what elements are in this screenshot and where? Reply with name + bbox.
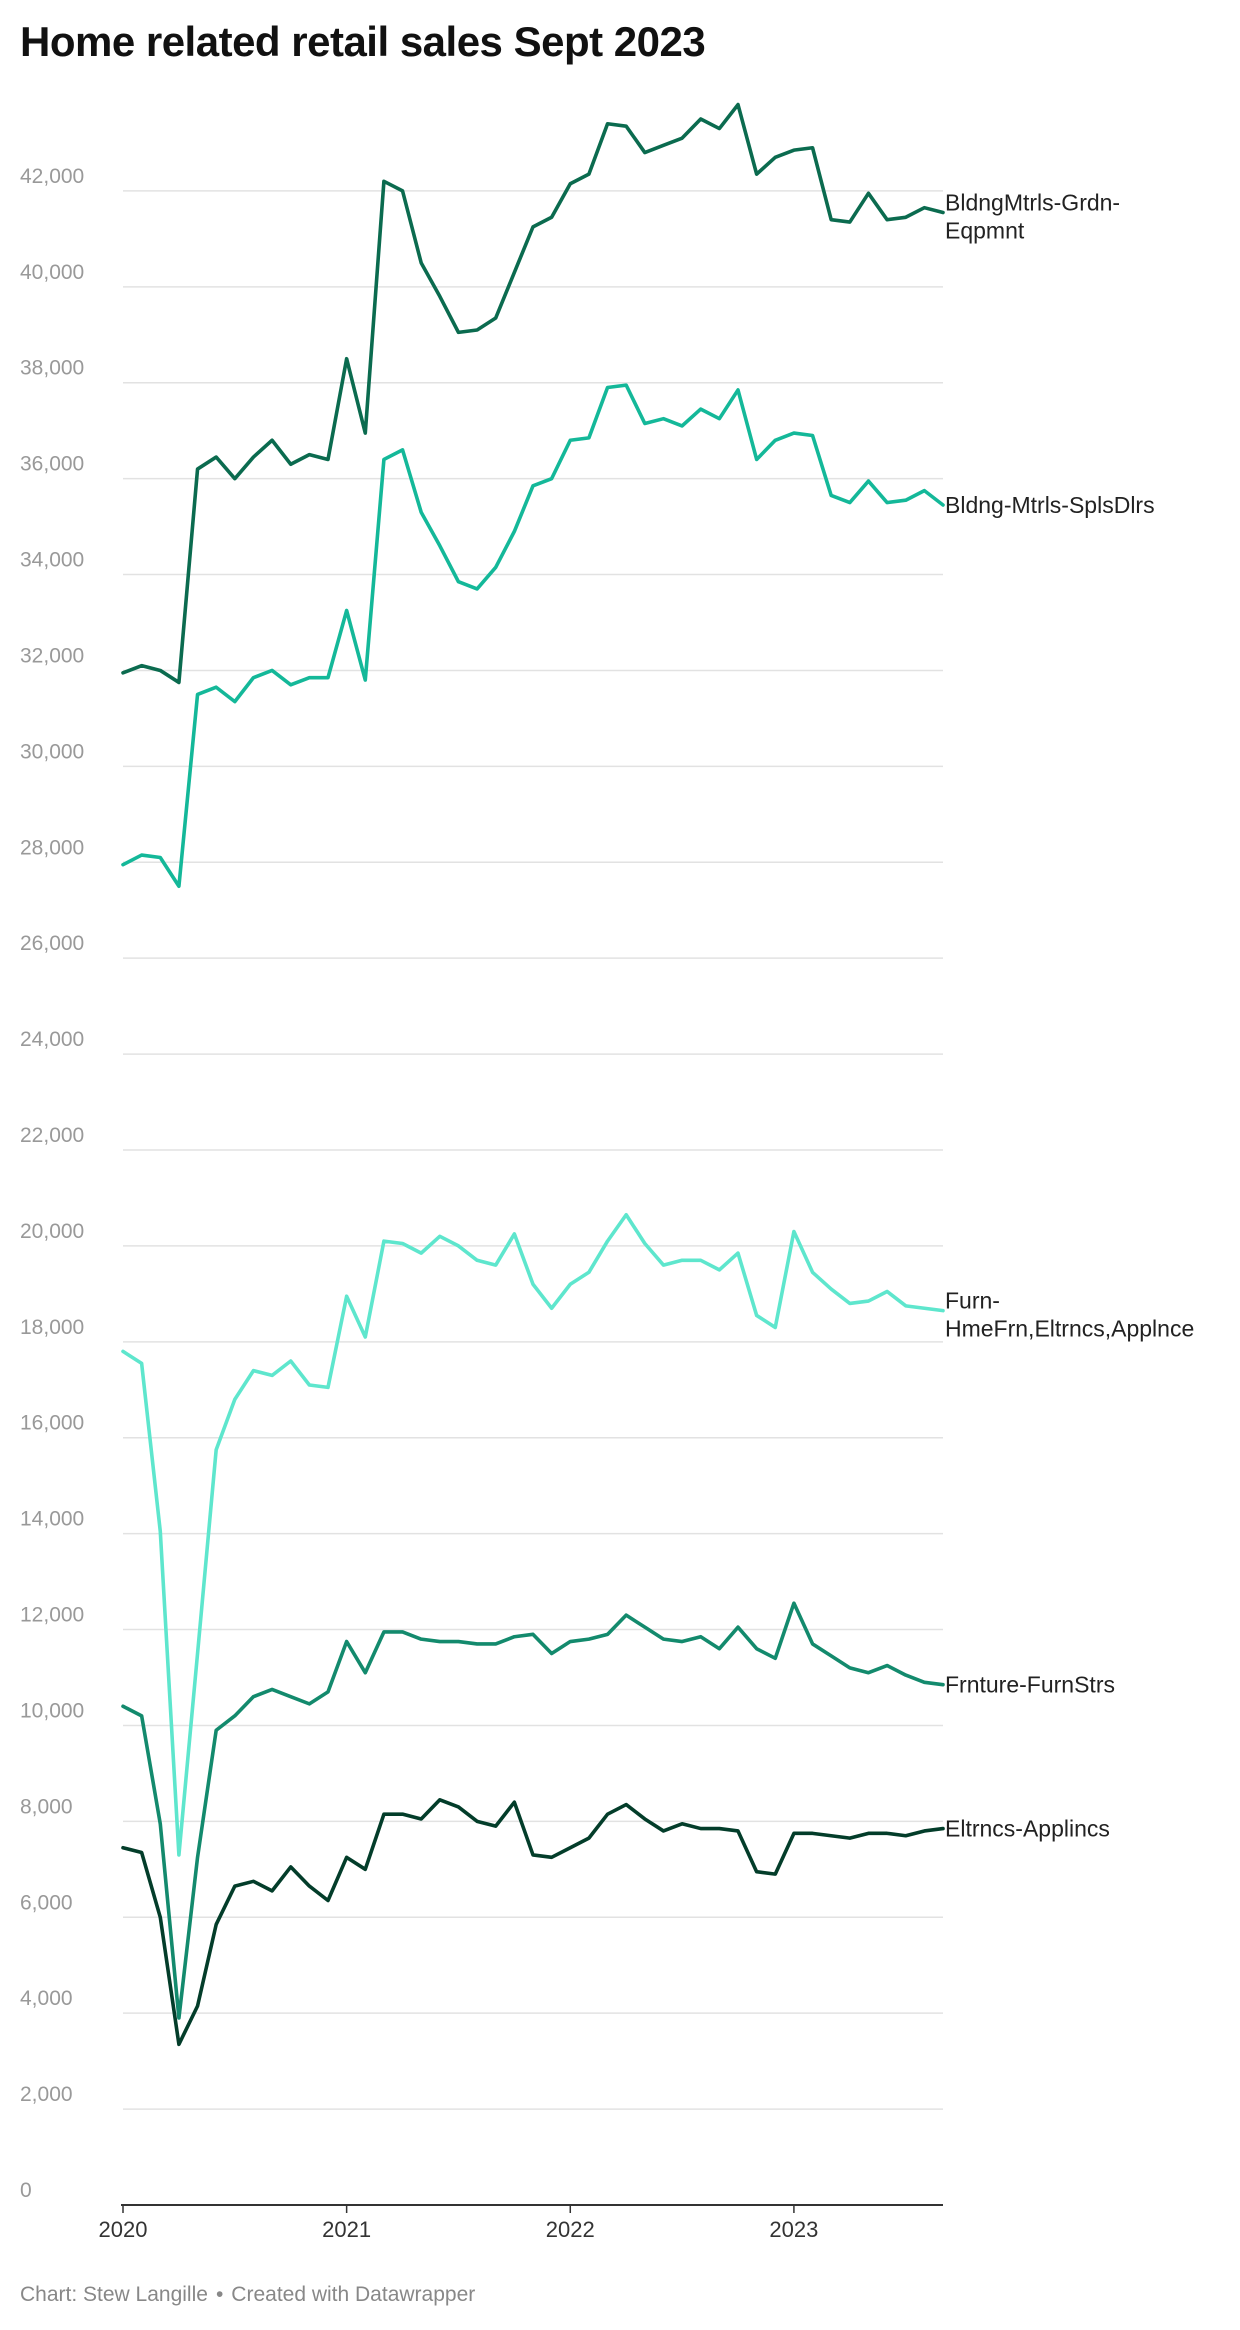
series-label-4: Eltrncs-Applincs bbox=[945, 1816, 1110, 1842]
x-tick-label: 2020 bbox=[99, 2217, 148, 2242]
x-tick-label: 2021 bbox=[322, 2217, 371, 2242]
y-tick-label: 16,000 bbox=[20, 1412, 84, 1435]
y-tick-label: 36,000 bbox=[20, 453, 84, 476]
series-label-line: Eltrncs-Applincs bbox=[945, 1816, 1110, 1842]
x-tick-label: 2023 bbox=[769, 2217, 818, 2242]
chart-footer: Chart: Stew Langille • Created with Datawr… bbox=[20, 2283, 475, 2307]
y-tick-label: 28,000 bbox=[20, 836, 84, 859]
y-tick-label: 10,000 bbox=[20, 1699, 84, 1722]
y-tick-label: 30,000 bbox=[20, 740, 84, 763]
footer-credit: Created with Datawrapper bbox=[231, 2283, 476, 2306]
y-tick-label: 40,000 bbox=[20, 261, 84, 284]
y-tick-label: 24,000 bbox=[20, 1028, 84, 1051]
series-labels: BldngMtrls-Grdn-Eqpmnt Bldng-Mtrls-SplsDl… bbox=[945, 189, 1194, 1841]
y-tick-label: 34,000 bbox=[20, 549, 84, 572]
y-tick-label: 22,000 bbox=[20, 1124, 84, 1147]
y-tick-label: 32,000 bbox=[20, 644, 84, 667]
series-line-0 bbox=[121, 102, 945, 685]
series-label-0: BldngMtrls-Grdn-Eqpmnt bbox=[945, 189, 1120, 243]
series-label-line: Frnture-FurnStrs bbox=[945, 1672, 1115, 1698]
series-lines bbox=[121, 102, 945, 2047]
footer-source: Chart: Stew Langille bbox=[20, 2283, 208, 2306]
y-tick-label: 0 bbox=[20, 2179, 32, 2202]
series-label-line: Eqpmnt bbox=[945, 217, 1025, 243]
y-tick-label: 20,000 bbox=[20, 1220, 84, 1243]
series-label-line: Bldng-Mtrls-SplsDlrs bbox=[945, 492, 1155, 518]
series-label-1: Bldng-Mtrls-SplsDlrs bbox=[945, 492, 1155, 518]
series-label-2: Furn-HmeFrn,Eltrncs,Applnce bbox=[945, 1288, 1194, 1342]
series-line-4 bbox=[121, 1797, 945, 2047]
series-line-2 bbox=[121, 1212, 945, 1857]
y-tick-label: 12,000 bbox=[20, 1604, 84, 1627]
footer-separator: • bbox=[215, 2283, 224, 2306]
x-tick-label: 2022 bbox=[546, 2217, 595, 2242]
axes: 0 2,000 4,000 6,000 8,000 10,000 12,000 14,000 1… bbox=[20, 165, 943, 2242]
series-line-3 bbox=[121, 1601, 945, 2020]
series-label-line: Furn- bbox=[945, 1288, 1000, 1314]
y-tick-label: 14,000 bbox=[20, 1508, 84, 1531]
series-line-1 bbox=[121, 383, 945, 889]
y-tick-label: 4,000 bbox=[20, 1987, 73, 2010]
y-tick-label: 8,000 bbox=[20, 1795, 73, 1818]
y-tick-label: 38,000 bbox=[20, 357, 84, 380]
series-label-line: BldngMtrls-Grdn- bbox=[945, 189, 1120, 215]
chart-title: Home related retail sales Sept 2023 bbox=[20, 18, 706, 65]
y-tick-label: 2,000 bbox=[20, 2083, 73, 2106]
y-tick-label: 26,000 bbox=[20, 932, 84, 955]
y-tick-label: 42,000 bbox=[20, 165, 84, 188]
grid-lines bbox=[123, 190, 943, 2110]
series-label-line: HmeFrn,Eltrncs,Applnce bbox=[945, 1316, 1194, 1342]
series-label-3: Frnture-FurnStrs bbox=[945, 1672, 1115, 1698]
y-tick-label: 18,000 bbox=[20, 1316, 84, 1339]
y-tick-label: 6,000 bbox=[20, 1891, 73, 1914]
